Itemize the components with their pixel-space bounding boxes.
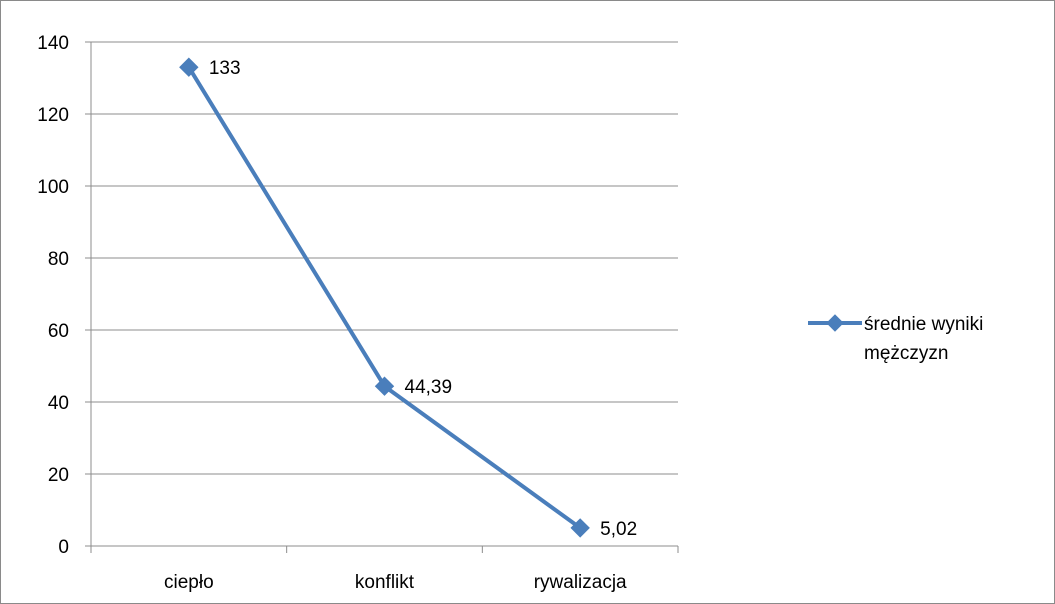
y-tick-label: 120 xyxy=(37,105,69,126)
data-point-marker xyxy=(179,57,199,77)
legend-label: średnie wyniki mężczyzn xyxy=(864,314,983,364)
x-tick-label: konflikt xyxy=(355,572,415,593)
legend-marker xyxy=(826,314,844,332)
data-label: 133 xyxy=(209,58,241,79)
y-tick-label: 140 xyxy=(37,33,69,54)
data-labels: 133 44,39 5,02 xyxy=(209,58,637,540)
legend-label-line: średnie wyniki xyxy=(864,314,983,335)
y-tick-label: 0 xyxy=(58,537,69,558)
x-tick-label: rywalizacja xyxy=(534,572,627,593)
y-tick-label: 20 xyxy=(48,465,69,486)
y-tick-label: 60 xyxy=(48,321,69,342)
y-axis-tick-labels: 0 20 40 60 80 100 120 140 xyxy=(37,33,69,558)
legend: średnie wyniki mężczyzn xyxy=(808,314,983,364)
series-plot xyxy=(179,57,590,538)
x-axis-tick-labels: ciepło konflikt rywalizacja xyxy=(164,572,627,593)
data-label: 44,39 xyxy=(405,377,453,398)
data-point-marker xyxy=(374,376,395,396)
y-tick-label: 100 xyxy=(37,177,69,198)
y-tick-label: 80 xyxy=(48,249,69,270)
gridlines xyxy=(91,41,678,475)
data-label: 5,02 xyxy=(600,519,637,540)
legend-label-line: mężczyzn xyxy=(864,343,948,364)
axes xyxy=(85,41,679,553)
data-point-marker xyxy=(570,518,590,538)
y-tick-label: 40 xyxy=(48,393,69,414)
x-tick-label: ciepło xyxy=(164,572,214,593)
series-line xyxy=(187,66,582,530)
